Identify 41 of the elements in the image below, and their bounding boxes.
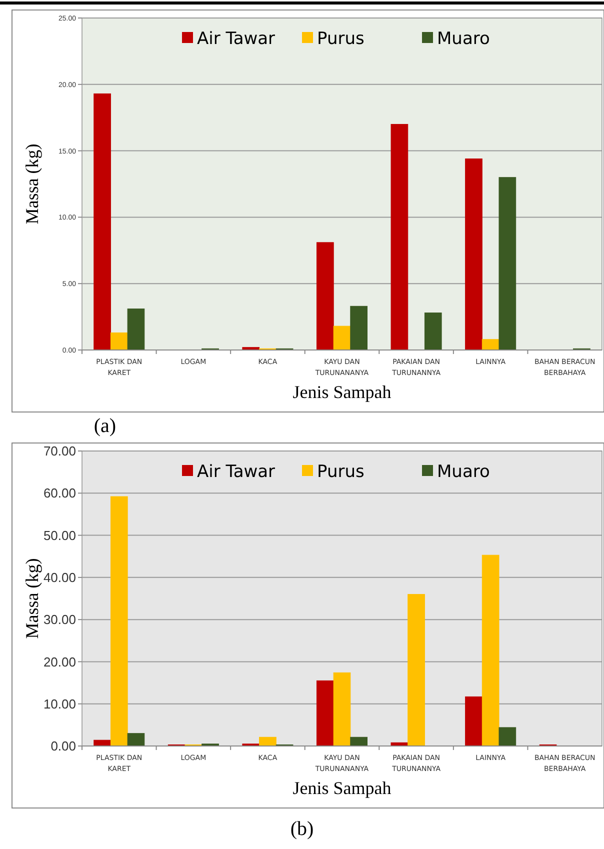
bar — [498, 727, 516, 746]
y-tick-label: 20.00 — [43, 654, 76, 670]
bar — [390, 124, 408, 350]
bar — [465, 158, 482, 350]
y-tick-label: 50.00 — [43, 528, 76, 543]
text: (a) — [94, 415, 116, 437]
bar — [498, 177, 516, 350]
legend-label: Purus — [317, 28, 364, 49]
text: (b) — [290, 818, 314, 840]
y-tick-label: 10.00 — [43, 696, 76, 712]
bar — [110, 332, 128, 350]
legend-label: Air Tawar — [197, 28, 276, 49]
y-tick-label: 30.00 — [43, 612, 76, 628]
bar — [94, 93, 111, 350]
bar — [333, 672, 351, 746]
bar — [333, 326, 351, 350]
legend-label: Purus — [317, 462, 364, 482]
legend-label: Muaro — [437, 462, 490, 482]
bar — [350, 306, 368, 350]
x-axis-title: Jenis Sampah — [292, 778, 392, 798]
bar — [259, 736, 276, 746]
bar — [424, 312, 442, 350]
bar — [482, 554, 500, 746]
bar — [110, 496, 128, 746]
legend-label: Muaro — [437, 28, 490, 49]
y-tick-label: 0.00 — [50, 738, 76, 754]
bar — [408, 594, 425, 746]
bar — [482, 339, 500, 350]
y-axis-title: Massa (kg) — [22, 558, 42, 639]
bar — [316, 680, 334, 746]
y-tick-label: 70.00 — [43, 444, 76, 459]
bar — [127, 733, 145, 746]
legend-label: Air Tawar — [197, 462, 276, 482]
y-tick-label: 40.00 — [43, 570, 76, 585]
y-axis-title: Massa (kg) — [22, 144, 42, 224]
bar — [350, 736, 368, 746]
bar — [465, 696, 482, 746]
bar — [316, 242, 334, 350]
bar — [127, 308, 145, 350]
y-tick-label: 60.00 — [43, 486, 76, 501]
x-axis-title: Jenis Sampah — [292, 382, 392, 402]
